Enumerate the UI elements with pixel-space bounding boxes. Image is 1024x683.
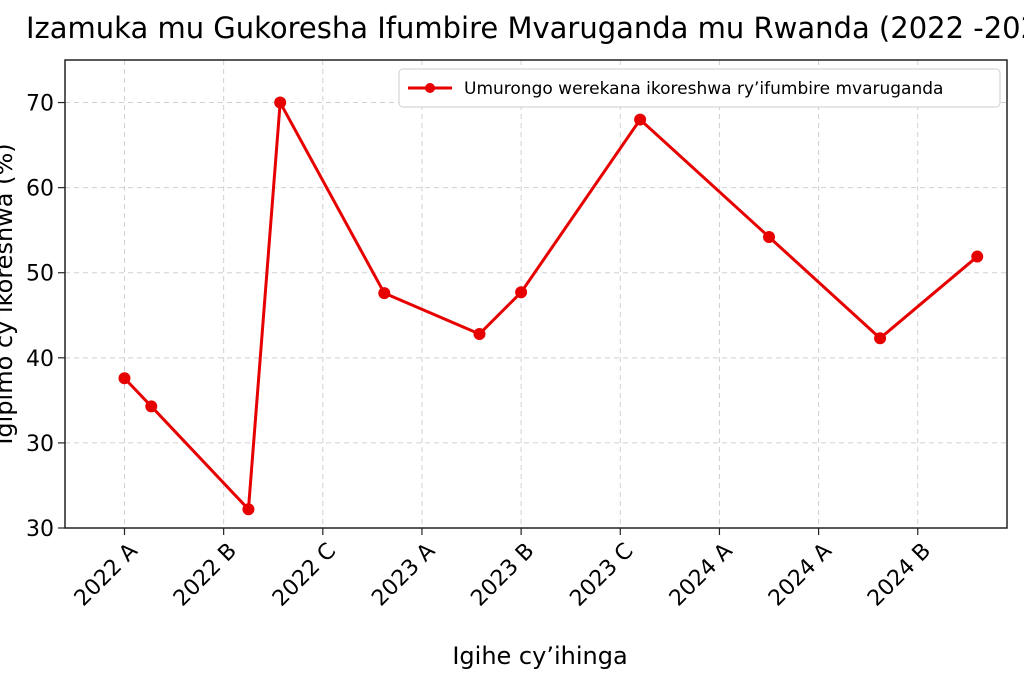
x-tick-label: 2023 A xyxy=(367,539,440,612)
x-axis: 2022 A 2022 B 2022 C 2023 A 2023 B 2023 C 2024… xyxy=(70,528,936,612)
data-point xyxy=(378,287,391,300)
data-point xyxy=(242,503,255,516)
data-point xyxy=(971,250,984,263)
y-axis-label: Igipimo cy’ikoreshwa (%) xyxy=(0,143,18,444)
y-axis: 30 40 50 60 70 30 xyxy=(26,92,65,542)
x-tick-label: 2022 B xyxy=(169,539,242,612)
data-point xyxy=(763,230,776,243)
x-tick-label: 2024 A xyxy=(764,539,837,612)
data-point xyxy=(118,372,131,385)
data-point xyxy=(145,400,158,413)
legend: Umurongo werekana ikoreshwa ry’ifumbire … xyxy=(398,68,1001,108)
y-tick-label: 50 xyxy=(26,262,54,287)
x-axis-label: Igihe cy’ihinga xyxy=(452,642,627,670)
series-group xyxy=(118,96,984,516)
x-tick-label: 2022 C xyxy=(268,539,341,612)
x-tick-label: 2023 B xyxy=(466,539,539,612)
legend-box xyxy=(398,68,1001,108)
y-tick-label: 70 xyxy=(26,92,54,117)
x-tick-label: 2023 C xyxy=(565,539,638,612)
y-tick-label: 30 xyxy=(26,517,54,542)
x-tick-label: 2024 A xyxy=(665,539,738,612)
data-point xyxy=(874,332,887,345)
series-line xyxy=(123,101,979,511)
data-point xyxy=(274,96,287,109)
legend-label: Umurongo werekana ikoreshwa ry’ifumbire … xyxy=(464,79,943,99)
chart-title: Izamuka mu Gukoresha Ifumbire Mvaruganda… xyxy=(26,11,1024,45)
y-tick-label: 30 xyxy=(26,432,54,457)
data-point xyxy=(515,286,528,299)
data-point xyxy=(634,113,647,126)
x-tick-label: 2022 A xyxy=(70,539,143,612)
y-tick-label: 60 xyxy=(26,177,54,202)
y-tick-label: 40 xyxy=(26,347,54,372)
legend-marker xyxy=(425,83,435,93)
plot-frame xyxy=(64,59,1008,529)
data-point xyxy=(473,327,486,340)
grid xyxy=(65,60,1007,529)
x-tick-label: 2024 B xyxy=(863,539,936,612)
